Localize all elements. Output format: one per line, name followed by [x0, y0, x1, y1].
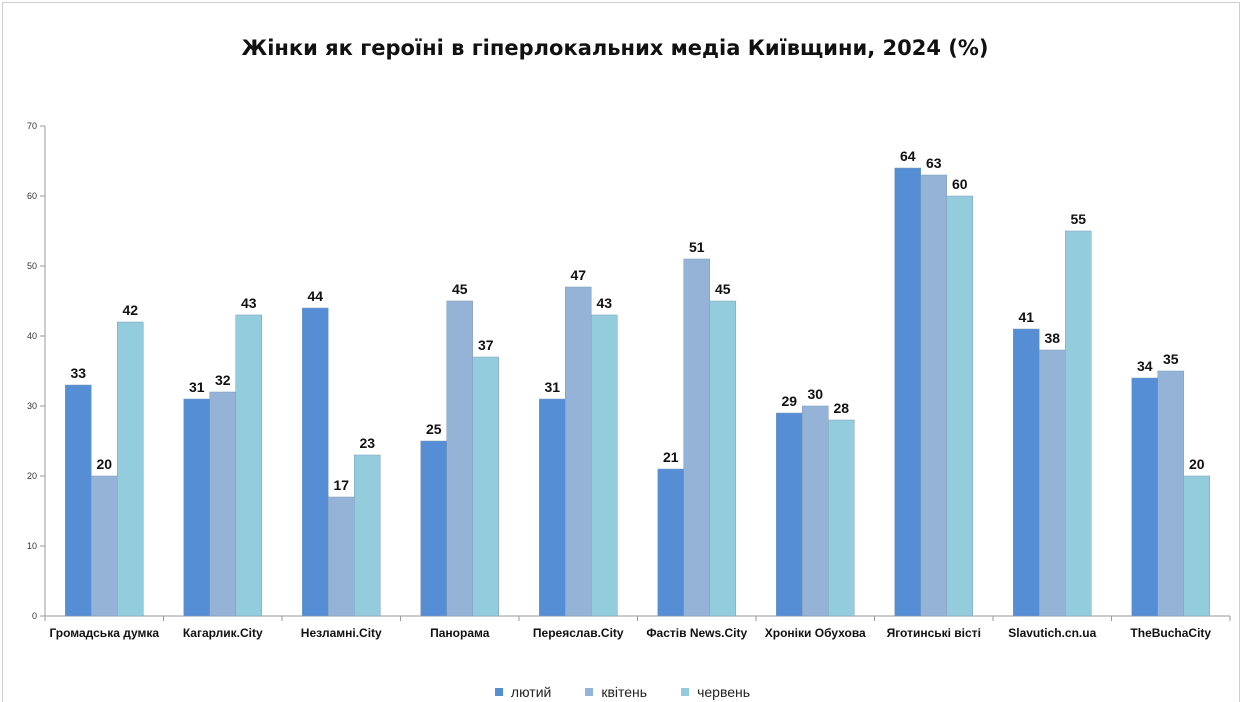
- data-label: 32: [215, 372, 231, 388]
- bar: [472, 356, 499, 617]
- y-tick-label: 70: [27, 121, 37, 131]
- bar: [328, 496, 355, 617]
- data-label: 29: [781, 393, 797, 409]
- data-label: 20: [1189, 456, 1205, 472]
- bar: [302, 307, 329, 617]
- data-label: 30: [807, 386, 823, 402]
- bar: [828, 419, 855, 617]
- legend-item-apr: квітень: [585, 684, 647, 700]
- bar: [1013, 328, 1040, 617]
- bar: [683, 258, 710, 617]
- data-label: 42: [122, 302, 138, 318]
- legend-swatch-feb: [494, 688, 503, 696]
- x-tick-label: Незламні.City: [301, 626, 382, 640]
- data-label: 60: [952, 176, 968, 192]
- data-label: 47: [570, 267, 586, 283]
- bar: [183, 398, 210, 617]
- x-tick-label: Переяслав.City: [533, 626, 624, 640]
- legend-item-feb: лютий: [494, 684, 552, 700]
- data-label: 20: [96, 456, 112, 472]
- y-tick-label: 40: [27, 331, 37, 341]
- legend-label-feb: лютий: [510, 684, 552, 700]
- data-label: 43: [596, 295, 612, 311]
- data-label: 38: [1044, 330, 1060, 346]
- data-label: 45: [452, 281, 468, 297]
- x-tick-label: Панорама: [430, 626, 490, 640]
- data-label: 45: [715, 281, 731, 297]
- x-tick-label: Хроніки Обухова: [765, 626, 866, 640]
- data-label: 55: [1070, 211, 1086, 227]
- y-tick-label: 50: [27, 261, 37, 271]
- bar: [1131, 377, 1158, 617]
- legend: лютий квітень червень: [0, 684, 1245, 700]
- bar: [354, 454, 381, 617]
- data-label: 25: [426, 421, 442, 437]
- x-tick-label: Кагарлик.City: [183, 626, 263, 640]
- data-label: 64: [900, 148, 916, 164]
- legend-label-jun: червень: [697, 684, 751, 700]
- bar: [91, 475, 118, 617]
- bar: [565, 286, 592, 617]
- x-tick-label: Громадська думка: [49, 626, 159, 640]
- bar: [1157, 370, 1184, 617]
- y-tick-label: 60: [27, 191, 37, 201]
- bar: [539, 398, 566, 617]
- legend-item-jun: червень: [681, 684, 750, 700]
- data-label: 35: [1163, 351, 1179, 367]
- bar: [117, 321, 144, 617]
- bar: [709, 300, 736, 617]
- y-tick-label: 10: [27, 541, 37, 551]
- bar: [657, 468, 684, 617]
- data-label: 23: [359, 435, 375, 451]
- data-label: 28: [833, 400, 849, 416]
- y-tick-label: 20: [27, 471, 37, 481]
- data-label: 17: [333, 477, 349, 493]
- bar: [946, 195, 973, 617]
- x-tick-label: TheBuchaCity: [1130, 626, 1211, 640]
- y-tick-label: 0: [32, 611, 37, 621]
- data-label: 41: [1018, 309, 1034, 325]
- data-label: 21: [663, 449, 679, 465]
- bar: [776, 412, 803, 617]
- bar: [1039, 349, 1066, 617]
- bar: [894, 167, 921, 617]
- bar: [235, 314, 262, 617]
- data-label: 34: [1137, 358, 1153, 374]
- data-label: 43: [241, 295, 257, 311]
- data-label: 63: [926, 155, 942, 171]
- bar: [1183, 475, 1210, 617]
- bar: [802, 405, 829, 617]
- y-tick-label: 30: [27, 401, 37, 411]
- bar: [446, 300, 473, 617]
- bar: [420, 440, 447, 617]
- x-tick-label: Фастів News.City: [646, 626, 747, 640]
- bar: [591, 314, 618, 617]
- bar: [920, 174, 947, 617]
- data-label: 31: [544, 379, 560, 395]
- legend-label-apr: квітень: [601, 684, 648, 700]
- chart-title: Жінки як героїні в гіперлокальних медіа …: [241, 36, 989, 60]
- bar: [65, 384, 92, 617]
- bar: [1065, 230, 1092, 617]
- x-tick-label: Яготинські вісті: [887, 626, 981, 640]
- legend-swatch-jun: [681, 688, 690, 696]
- data-label: 51: [689, 239, 705, 255]
- x-tick-label: Slavutich.cn.ua: [1008, 626, 1096, 640]
- data-label: 33: [70, 365, 86, 381]
- bar: [209, 391, 236, 617]
- data-label: 31: [189, 379, 205, 395]
- data-label: 44: [307, 288, 323, 304]
- data-label: 37: [478, 337, 494, 353]
- legend-swatch-apr: [585, 688, 594, 696]
